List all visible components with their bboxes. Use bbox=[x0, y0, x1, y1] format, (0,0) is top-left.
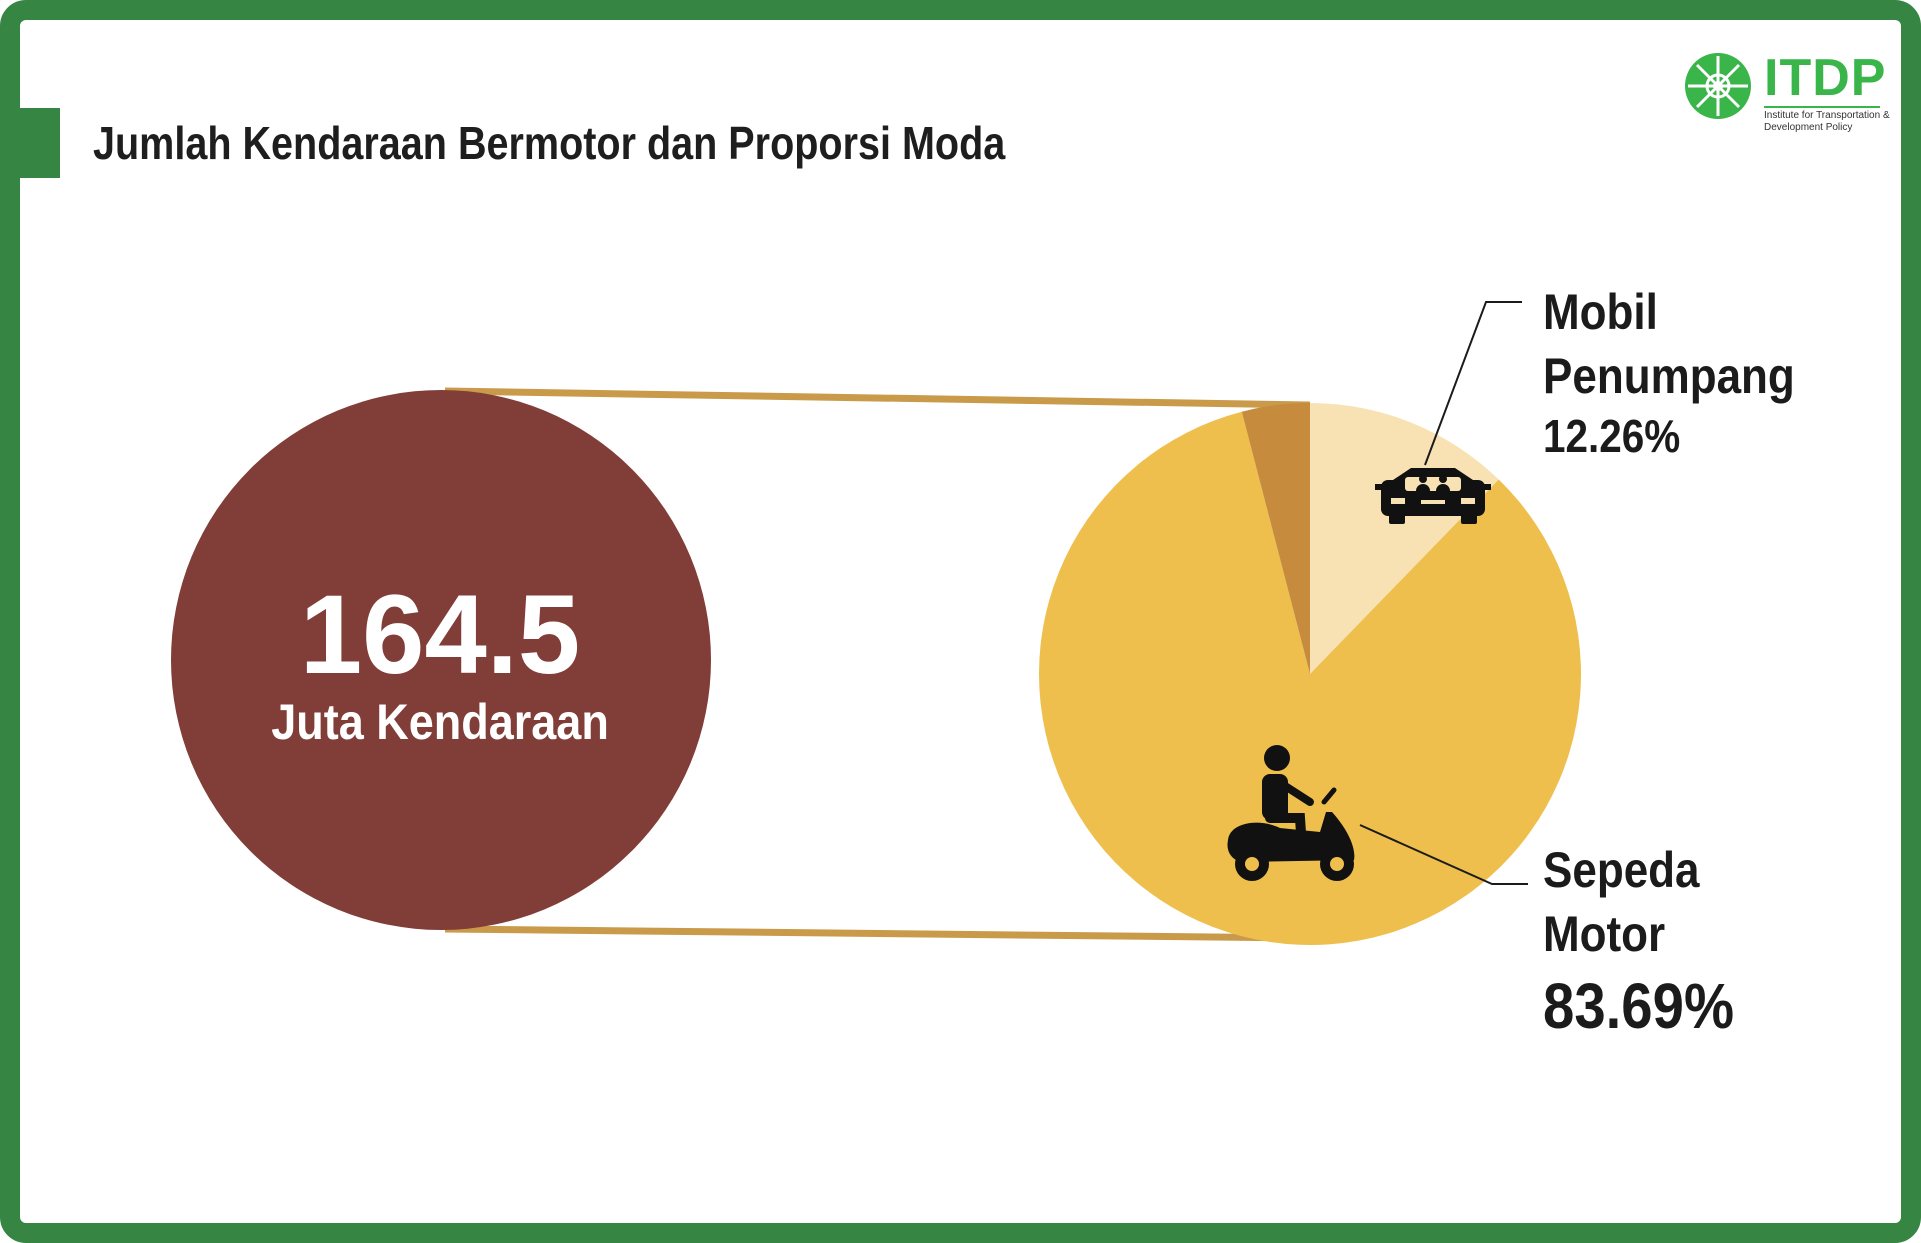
connector-top bbox=[444, 387, 1311, 409]
connector-band bbox=[444, 387, 1311, 942]
connector-bottom bbox=[444, 925, 1311, 942]
itdp-logo-icon bbox=[1685, 53, 1751, 119]
motor-label: Sepeda Motor bbox=[1543, 838, 1700, 966]
motor-percentage: 83.69% bbox=[1543, 970, 1735, 1042]
total-unit: Juta Kendaraan bbox=[271, 694, 609, 750]
motor-leader-line bbox=[1359, 824, 1528, 885]
mobil-percentage: 12.26% bbox=[1543, 410, 1681, 462]
motor-label-line1: Sepeda bbox=[1543, 842, 1700, 898]
mobil-label: Mobil Penumpang bbox=[1543, 280, 1795, 408]
page-title: Jumlah Kendaraan Bermotor dan Proporsi M… bbox=[93, 117, 1006, 169]
motorcycle-rider-icon bbox=[1227, 745, 1355, 881]
car-icon bbox=[1375, 468, 1491, 524]
pie bbox=[1039, 403, 1581, 945]
mobil-label-line2: Penumpang bbox=[1543, 348, 1795, 404]
leader-lines bbox=[1359, 301, 1528, 885]
logo-subtitle: Institute for Transportation & Developme… bbox=[1764, 110, 1890, 133]
mobil-leader-line bbox=[1424, 301, 1522, 466]
title-accent-bar bbox=[0, 108, 60, 178]
motor-label-line2: Motor bbox=[1543, 906, 1666, 962]
logo-divider bbox=[1764, 106, 1880, 108]
itdp-logo: ITDP Institute for Transportation & Deve… bbox=[1682, 48, 1890, 138]
pie-slice-other bbox=[1241, 403, 1310, 674]
pie-slice-motor bbox=[1039, 411, 1581, 945]
total-circle bbox=[171, 390, 711, 930]
total-value: 164.5 bbox=[299, 572, 581, 697]
logo-name: ITDP bbox=[1764, 49, 1887, 107]
mobil-label-line1: Mobil bbox=[1543, 284, 1658, 340]
